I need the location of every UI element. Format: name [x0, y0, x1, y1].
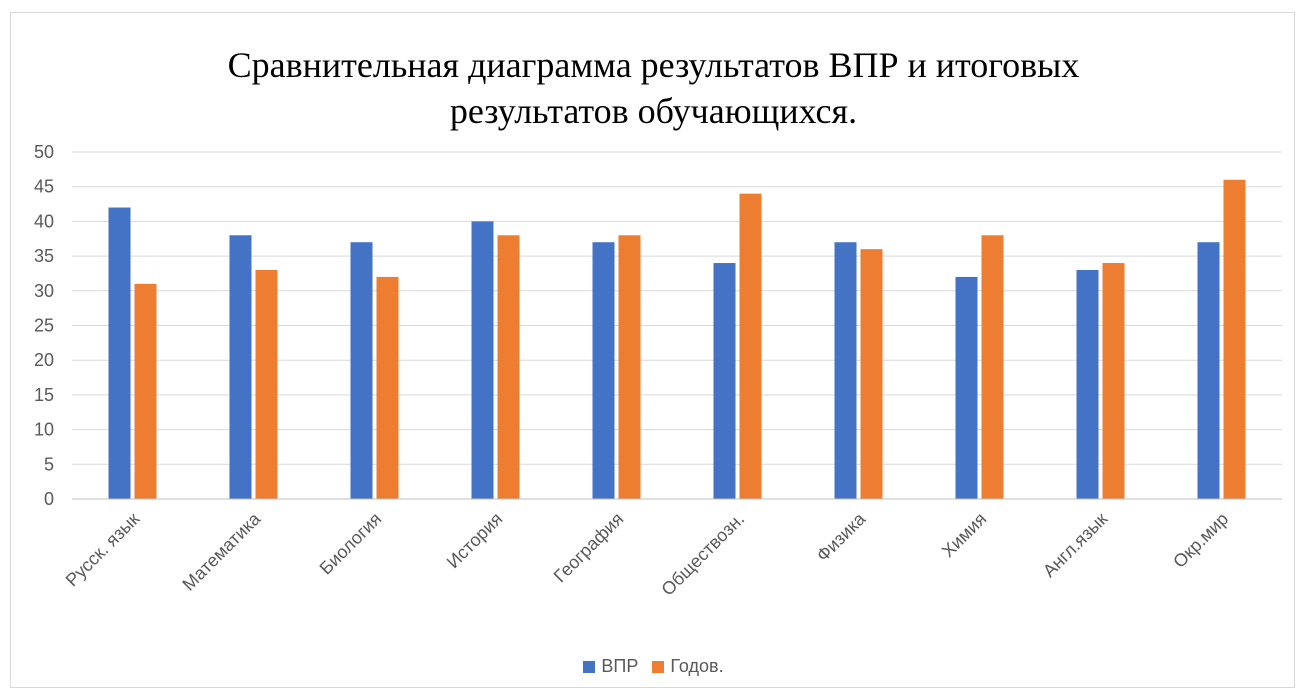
- bar-vpr: [350, 242, 373, 499]
- x-tick-label: Англ.язык: [1039, 509, 1112, 582]
- legend-label-vpr: ВПР: [601, 656, 639, 676]
- bar-vpr: [471, 221, 494, 499]
- legend: ВПР Годов.: [0, 656, 1307, 677]
- bar-vpr: [592, 242, 615, 499]
- bar-annual: [618, 235, 641, 499]
- legend-label-annual: Годов.: [670, 656, 724, 676]
- x-tick-label: Окр.мир: [1169, 509, 1232, 572]
- bar-annual: [1102, 263, 1125, 499]
- bar-vpr: [108, 207, 131, 499]
- y-tick-label: 45: [34, 177, 54, 197]
- x-tick-label: География: [550, 509, 628, 587]
- y-tick-label: 40: [34, 211, 54, 231]
- x-tick-label: Обществозн.: [657, 509, 748, 600]
- bar-annual: [1223, 179, 1246, 499]
- bar-annual: [255, 269, 278, 499]
- chart-title-line-1: Сравнительная диаграмма результатов ВПР …: [227, 45, 1080, 85]
- bar-vpr: [1076, 269, 1099, 499]
- bar-annual: [497, 235, 520, 499]
- bar-annual: [981, 235, 1004, 499]
- bar-annual: [376, 276, 399, 499]
- bar-annual: [134, 283, 157, 499]
- bar-vpr: [834, 242, 857, 499]
- bar-vpr: [955, 276, 978, 499]
- bar-vpr: [713, 263, 736, 499]
- bar-vpr: [229, 235, 252, 499]
- y-tick-label: 10: [34, 420, 54, 440]
- legend-swatch-vpr: [583, 660, 596, 673]
- y-tick-label: 0: [44, 489, 54, 509]
- x-tick-label: Химия: [938, 509, 991, 562]
- x-tick-label: Математика: [178, 508, 265, 595]
- y-tick-label: 5: [44, 454, 54, 474]
- chart-title-line-2: результатов обучающихся.: [449, 91, 858, 131]
- legend-swatch-annual: [652, 660, 665, 673]
- y-tick-label: 50: [34, 142, 54, 162]
- x-tick-label: Русск. язык: [62, 509, 144, 591]
- y-tick-label: 15: [34, 385, 54, 405]
- bar-annual: [860, 249, 883, 499]
- x-tick-label: Физика: [813, 508, 871, 566]
- y-tick-label: 30: [34, 281, 54, 301]
- y-tick-label: 25: [34, 316, 54, 336]
- chart-title: Сравнительная диаграмма результатов ВПР …: [0, 42, 1307, 134]
- bar-vpr: [1197, 242, 1220, 499]
- y-tick-label: 20: [34, 350, 54, 370]
- x-tick-label: Биология: [316, 509, 386, 579]
- x-tick-label: История: [443, 509, 507, 573]
- legend-item-annual: Годов.: [652, 656, 724, 677]
- y-tick-label: 35: [34, 246, 54, 266]
- legend-item-vpr: ВПР: [583, 656, 638, 677]
- bar-annual: [739, 193, 762, 499]
